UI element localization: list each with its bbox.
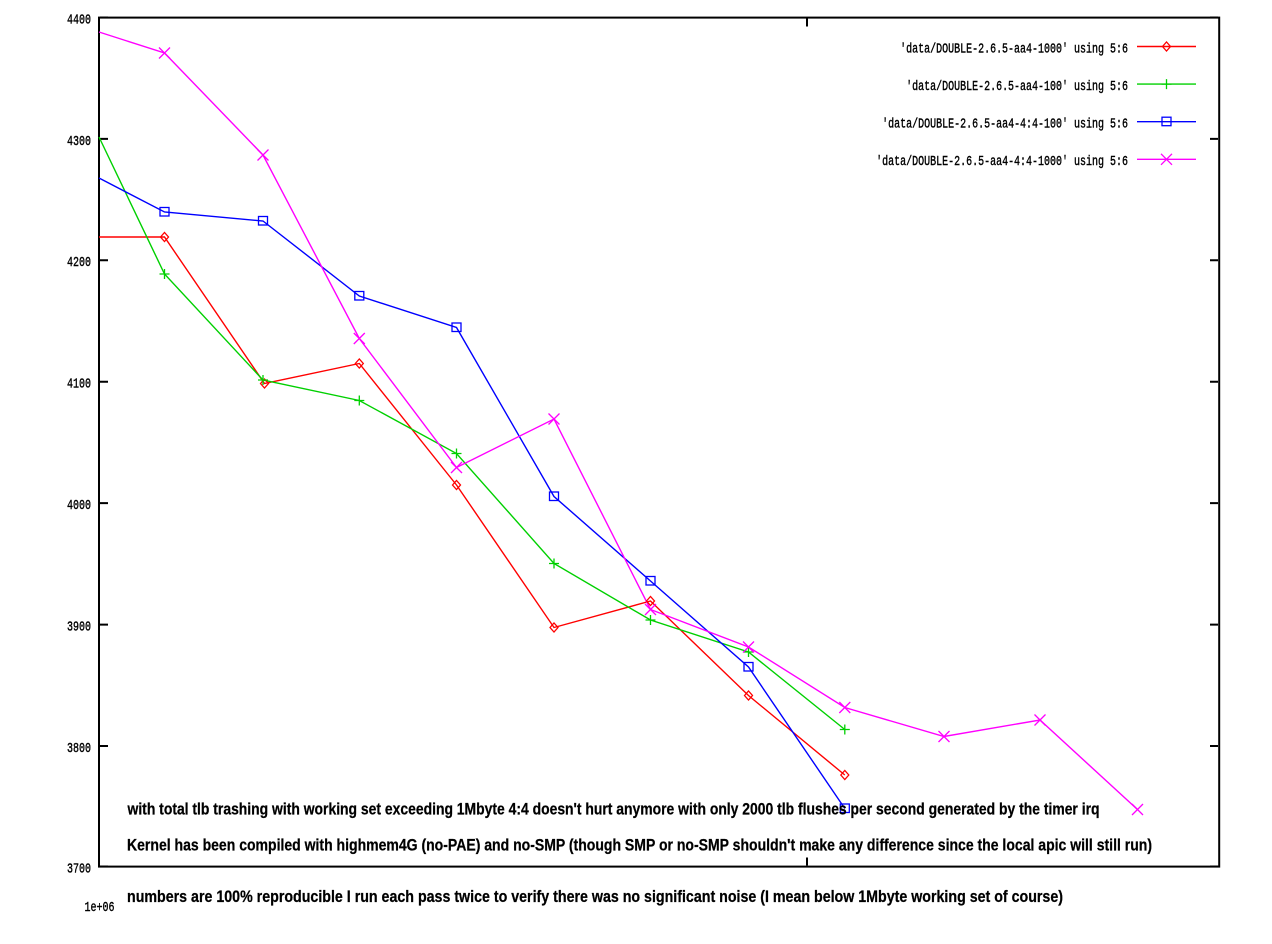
svg-text:Kernel has been compiled with: Kernel has been compiled with highmem4G … — [127, 836, 1152, 854]
svg-text:4300: 4300 — [67, 133, 91, 149]
svg-text:'data/DOUBLE-2.6.5-aa4-4:4-100: 'data/DOUBLE-2.6.5-aa4-4:4-1000' using 5… — [876, 154, 1128, 170]
svg-text:4000: 4000 — [67, 497, 91, 513]
svg-text:'data/DOUBLE-2.6.5-aa4-1000' u: 'data/DOUBLE-2.6.5-aa4-1000' using 5:6 — [900, 41, 1128, 57]
svg-text:3800: 3800 — [67, 740, 91, 756]
svg-text:numbers are 100% reproducible: numbers are 100% reproducible I run each… — [127, 888, 1063, 906]
svg-text:'data/DOUBLE-2.6.5-aa4-4:4-100: 'data/DOUBLE-2.6.5-aa4-4:4-100' using 5:… — [882, 116, 1128, 132]
svg-text:4100: 4100 — [67, 376, 91, 392]
svg-text:with total tlb trashing with w: with total tlb trashing with working set… — [127, 801, 1100, 819]
svg-text:4200: 4200 — [67, 255, 91, 271]
svg-text:3900: 3900 — [67, 619, 91, 635]
svg-text:4400: 4400 — [67, 12, 91, 28]
svg-text:1e+06: 1e+06 — [85, 900, 115, 916]
svg-text:'data/DOUBLE-2.6.5-aa4-100' us: 'data/DOUBLE-2.6.5-aa4-100' using 5:6 — [906, 78, 1128, 94]
svg-text:3700: 3700 — [67, 861, 91, 877]
